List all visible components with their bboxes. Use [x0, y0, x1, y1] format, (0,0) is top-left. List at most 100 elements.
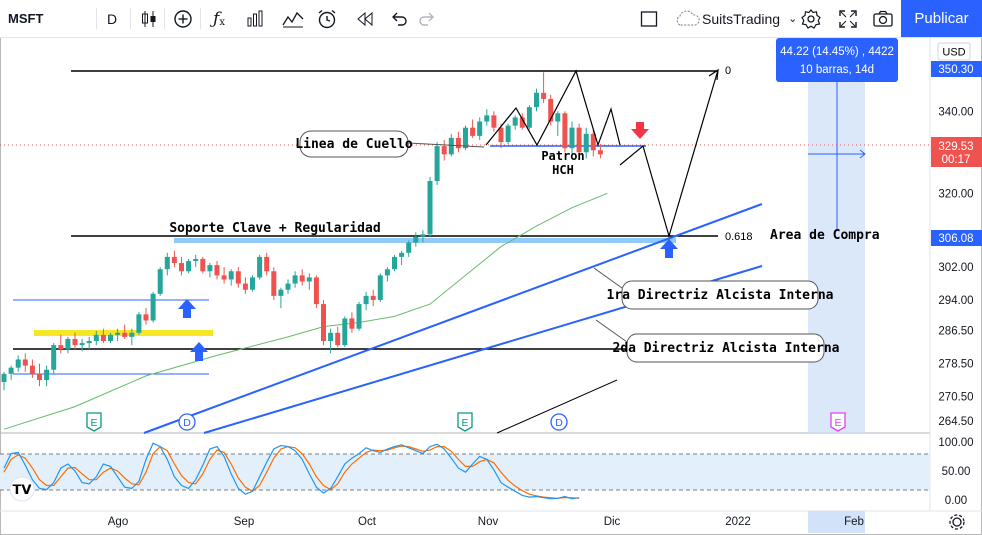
candle-body [328, 332, 334, 341]
candle-body [179, 263, 184, 272]
event-marker-letter: E [90, 417, 97, 429]
candle-body [250, 277, 255, 290]
add-icon[interactable] [170, 0, 196, 37]
candle-body [420, 234, 426, 237]
measure-tooltip-line1: 44.22 (14.45%) , 4422 [780, 46, 894, 58]
price-tick-label: 264.50 [938, 416, 973, 428]
trend1-callout[interactable] [621, 280, 819, 310]
candle-body [72, 338, 78, 346]
support-label: Soporte Clave + Regularidad [169, 221, 380, 236]
price-tick-label: 320.00 [938, 188, 973, 200]
hch-pattern-line[interactable] [485, 69, 621, 147]
candle-body [186, 261, 192, 272]
candle-body [122, 332, 128, 337]
neckline-callout[interactable] [299, 130, 409, 158]
candle-body [583, 133, 589, 153]
candle-body [448, 137, 454, 155]
measure-arrow-right-icon [859, 149, 866, 159]
layout-name-button[interactable]: SuitsTrading ⌄ [674, 8, 797, 29]
candle-body [548, 98, 554, 122]
oscillator-tick-label: 50.00 [942, 466, 971, 478]
candle-body [463, 127, 468, 149]
fullscreen-square-icon[interactable] [636, 0, 662, 37]
candle-body [214, 265, 220, 276]
replay-icon[interactable] [352, 0, 378, 37]
projection-path[interactable] [619, 69, 719, 239]
candle-body [519, 117, 525, 128]
expand-icon[interactable] [835, 0, 861, 37]
settings-icon[interactable] [949, 514, 965, 530]
layout-name: SuitsTrading [702, 10, 781, 27]
currency-button[interactable] [937, 42, 971, 61]
callout-connector [407, 142, 485, 148]
candle-body [8, 367, 14, 374]
interval-button[interactable]: D [106, 10, 118, 27]
settings-icon[interactable] [798, 0, 824, 37]
camera-icon[interactable] [870, 0, 896, 37]
cloud-icon [676, 10, 700, 25]
candle-body [271, 271, 277, 296]
callout-connector [595, 319, 628, 343]
candles-icon[interactable] [136, 0, 162, 37]
candle-body [115, 332, 121, 335]
time-tick-label: Dic [604, 516, 621, 528]
fib-618-label: 0.618 [725, 231, 753, 243]
trendline-1[interactable] [143, 203, 763, 434]
candle-body [349, 318, 355, 329]
candle-body [51, 345, 57, 370]
candle-body [235, 271, 241, 284]
oscillator-axis[interactable]: 100.00 50.00 0.00 [938, 437, 973, 507]
pattern-label-2: HCH [552, 163, 574, 177]
time-tick-label: Oct [358, 516, 377, 528]
candle-body [534, 92, 539, 108]
candle-body [441, 146, 447, 155]
candle-body [384, 269, 390, 276]
candle-body [193, 258, 199, 261]
symbol-label[interactable]: MSFT [8, 11, 44, 26]
candle-body [491, 115, 497, 128]
candle-body [541, 92, 547, 99]
candle-body [356, 304, 362, 329]
candle-body [313, 277, 319, 305]
candle-body [377, 275, 383, 300]
toolbar-divider [200, 8, 201, 29]
alert-icon[interactable] [314, 0, 340, 37]
trend2-callout[interactable] [626, 333, 825, 363]
candle-body [306, 277, 312, 282]
candle-body [576, 127, 582, 153]
time-axis[interactable]: Ago Sep Oct Nov Dic 2022 Feb [108, 516, 864, 528]
candle-body [470, 127, 476, 136]
ma-line [3, 192, 608, 430]
oscillator-tick-label: 100.00 [938, 437, 973, 449]
stoch-d-line [3, 445, 580, 499]
measure-tooltip [776, 38, 898, 82]
candle-body [136, 314, 142, 333]
toolbar-divider [130, 8, 131, 29]
candle-body [221, 275, 227, 280]
templates-icon[interactable] [242, 0, 268, 37]
time-tick-label: 2022 [725, 516, 751, 528]
support-zone[interactable] [174, 238, 676, 243]
black-trendline[interactable] [496, 379, 618, 434]
publish-button[interactable]: Publicar [901, 0, 982, 37]
redo-icon[interactable] [414, 0, 440, 37]
undo-icon[interactable] [386, 0, 412, 37]
candle-body [22, 359, 28, 366]
candle-body [569, 127, 575, 149]
last-price-label-bg [931, 137, 982, 167]
candle-body [242, 283, 248, 290]
time-tick-label: Nov [478, 516, 499, 528]
candle-body [108, 334, 113, 341]
compare-icon[interactable] [280, 0, 306, 37]
trend2-label: 2da Directriz Alcista Interna [613, 341, 840, 356]
stoch-k-line [3, 442, 580, 500]
candle-body [399, 252, 405, 257]
candle-body [434, 146, 440, 181]
candle-body [164, 256, 170, 270]
candle-body [264, 256, 270, 272]
event-marker-letter: E [834, 417, 841, 429]
moving-average [3, 192, 608, 430]
